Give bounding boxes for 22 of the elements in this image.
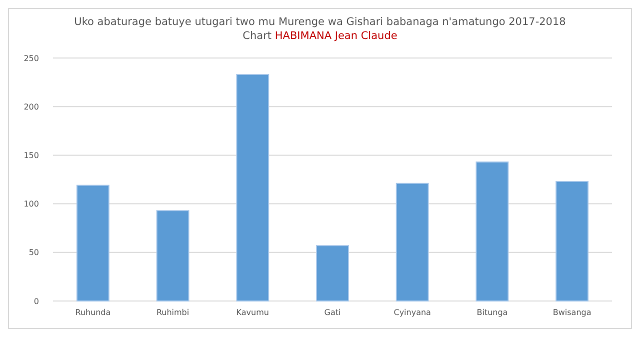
chart-subtitle: Chart HABIMANA Jean Claude	[242, 30, 398, 42]
x-tick-label: Bwisanga	[552, 308, 592, 317]
x-tick-label: Kavumu	[236, 308, 269, 317]
bar	[396, 182, 429, 302]
y-tick-label: 200	[24, 102, 39, 112]
x-tick-label: Cyinyana	[394, 308, 432, 317]
x-tick-label: Bitunga	[476, 308, 508, 317]
bar	[76, 184, 110, 302]
bar	[316, 245, 349, 302]
x-tick-label: Gati	[324, 308, 341, 317]
bar	[556, 180, 589, 302]
y-tick-label: 250	[24, 54, 39, 63]
bar	[236, 74, 270, 302]
y-tick-label: 50	[28, 248, 39, 258]
x-tick-label: Ruhunda	[75, 308, 111, 317]
y-tick-label: 0	[34, 296, 39, 306]
chart-title: Uko abaturage batuye utugari two mu Murenge wa Gishari babanaga n'amatungo 2017-2018	[74, 16, 566, 28]
x-tick-label: Ruhimbi	[156, 308, 190, 317]
bar	[156, 210, 190, 302]
bar	[476, 162, 509, 302]
y-tick-label: 100	[24, 200, 39, 209]
y-tick-label: 150	[24, 151, 39, 160]
